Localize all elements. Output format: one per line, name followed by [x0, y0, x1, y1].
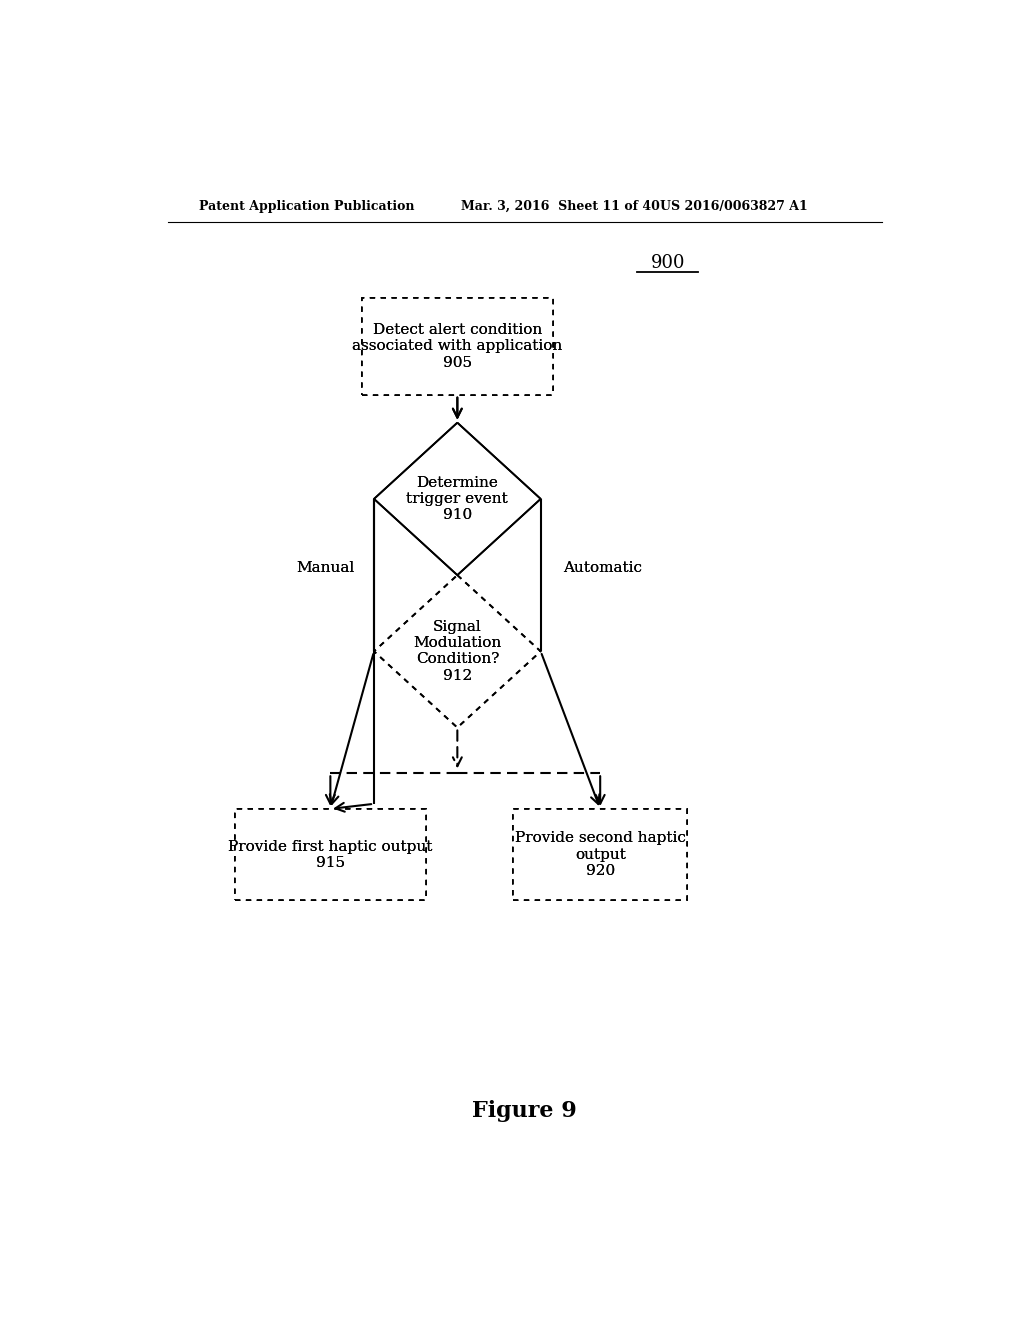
Text: Automatic: Automatic: [563, 561, 642, 576]
Text: Manual: Manual: [296, 561, 354, 576]
Text: Provide first haptic output
915: Provide first haptic output 915: [228, 840, 432, 870]
Text: Provide first haptic output
915: Provide first haptic output 915: [228, 840, 432, 870]
Text: Detect alert condition
associated with application
905: Detect alert condition associated with a…: [352, 323, 562, 370]
FancyBboxPatch shape: [513, 809, 687, 900]
Text: Determine
trigger event
910: Determine trigger event 910: [407, 475, 508, 523]
FancyBboxPatch shape: [513, 809, 687, 900]
Text: Manual: Manual: [296, 561, 354, 576]
Text: Signal
Modulation
Condition?
912: Signal Modulation Condition? 912: [414, 620, 502, 682]
Text: Detect alert condition
associated with application
905: Detect alert condition associated with a…: [352, 323, 562, 370]
FancyBboxPatch shape: [362, 298, 553, 395]
Text: Provide second haptic
output
920: Provide second haptic output 920: [515, 832, 686, 878]
FancyBboxPatch shape: [362, 298, 553, 395]
Text: 900: 900: [650, 255, 685, 272]
FancyBboxPatch shape: [236, 809, 426, 900]
Text: Patent Application Publication: Patent Application Publication: [200, 199, 415, 213]
Text: Figure 9: Figure 9: [472, 1100, 578, 1122]
FancyBboxPatch shape: [236, 809, 426, 900]
Text: Signal
Modulation
Condition?
912: Signal Modulation Condition? 912: [414, 620, 502, 682]
Text: Determine
trigger event
910: Determine trigger event 910: [407, 475, 508, 523]
Text: Provide second haptic
output
920: Provide second haptic output 920: [515, 832, 686, 878]
Text: Automatic: Automatic: [563, 561, 642, 576]
Text: US 2016/0063827 A1: US 2016/0063827 A1: [659, 199, 808, 213]
Text: Mar. 3, 2016  Sheet 11 of 40: Mar. 3, 2016 Sheet 11 of 40: [461, 199, 660, 213]
